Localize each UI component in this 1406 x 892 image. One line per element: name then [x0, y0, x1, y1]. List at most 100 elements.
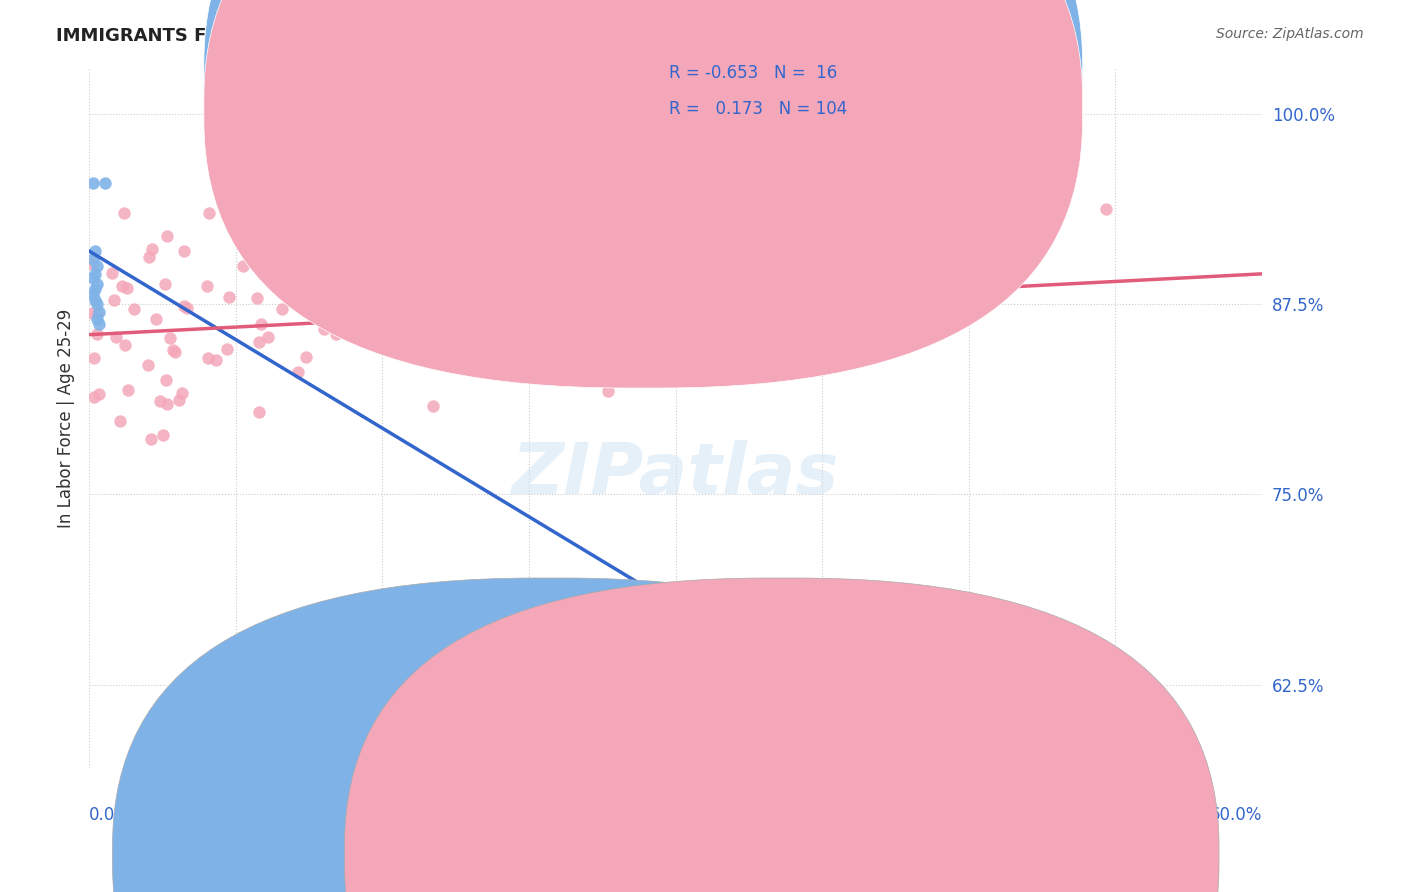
Point [87, 317, 110, 331]
Point [1094, 202, 1116, 216]
Point [115, 280, 138, 294]
Point [167, 392, 190, 407]
Point [82, 176, 104, 190]
Point [506, 313, 529, 327]
Point [602, 322, 624, 336]
Point [83, 390, 105, 404]
Point [163, 344, 186, 359]
Point [422, 399, 444, 413]
Point [598, 384, 620, 398]
Point [117, 383, 139, 397]
Point [339, 328, 361, 343]
Point [377, 262, 399, 277]
Point [112, 206, 135, 220]
Point [375, 256, 398, 270]
Point [141, 432, 163, 446]
Point [319, 312, 342, 326]
Point [501, 161, 523, 176]
Point [271, 302, 294, 317]
Point [86, 297, 108, 311]
Point [527, 216, 550, 230]
Point [247, 230, 270, 244]
Point [309, 189, 332, 203]
Point [145, 311, 167, 326]
Point [84, 293, 107, 307]
Point [83, 351, 105, 365]
Point [644, 261, 666, 276]
Point [104, 330, 127, 344]
Point [156, 228, 179, 243]
Point [84, 267, 107, 281]
Point [368, 329, 391, 343]
Point [616, 303, 638, 318]
Point [152, 428, 174, 442]
Point [114, 338, 136, 352]
Point [692, 189, 714, 203]
Text: Immigrants from Uruguay: Immigrants from Uruguay [571, 848, 769, 863]
Point [336, 317, 359, 331]
Point [501, 315, 523, 329]
Point [80, 305, 103, 319]
Point [568, 211, 591, 226]
Point [312, 322, 335, 336]
Text: R =   0.173   N = 104: R = 0.173 N = 104 [669, 100, 848, 118]
Point [80, 257, 103, 271]
Point [538, 227, 561, 241]
Point [384, 311, 406, 326]
Point [456, 244, 478, 259]
Point [93, 176, 115, 190]
Point [520, 252, 543, 266]
Point [353, 294, 375, 309]
Point [149, 393, 172, 408]
Point [232, 260, 254, 274]
Point [250, 318, 273, 332]
Point [84, 244, 107, 258]
Point [217, 342, 239, 356]
Point [447, 281, 470, 295]
Point [749, 174, 772, 188]
Point [155, 277, 177, 291]
Point [204, 352, 226, 367]
Point [141, 242, 163, 256]
Point [221, 194, 243, 209]
Text: ZIPatlas: ZIPatlas [512, 440, 839, 508]
Point [173, 299, 195, 313]
Point [325, 326, 347, 341]
Point [247, 335, 270, 350]
Point [103, 293, 125, 307]
Point [536, 313, 558, 327]
Text: 60.0%: 60.0% [1209, 806, 1263, 824]
Text: Bhutanese: Bhutanese [803, 848, 884, 863]
Point [737, 252, 759, 267]
Point [287, 365, 309, 379]
Point [432, 155, 454, 169]
Point [495, 238, 517, 252]
Point [82, 252, 104, 266]
Point [159, 331, 181, 345]
Point [703, 271, 725, 285]
Point [87, 305, 110, 319]
Point [111, 279, 134, 293]
Point [294, 351, 316, 365]
Text: R = -0.653   N =  16: R = -0.653 N = 16 [669, 64, 838, 82]
Point [156, 397, 179, 411]
Point [155, 373, 177, 387]
Y-axis label: In Labor Force | Age 25-29: In Labor Force | Age 25-29 [58, 309, 75, 528]
Point [402, 299, 425, 313]
Point [634, 270, 657, 285]
Point [665, 188, 688, 202]
Point [162, 343, 184, 357]
Point [86, 326, 108, 341]
Point [752, 142, 775, 156]
Point [138, 250, 160, 264]
Point [82, 271, 104, 285]
Point [84, 282, 107, 296]
Point [724, 200, 747, 214]
Point [450, 259, 472, 273]
Point [576, 221, 599, 235]
Point [86, 277, 108, 292]
Point [176, 301, 198, 316]
Point [245, 291, 267, 305]
Point [124, 302, 146, 317]
Point [170, 386, 193, 401]
